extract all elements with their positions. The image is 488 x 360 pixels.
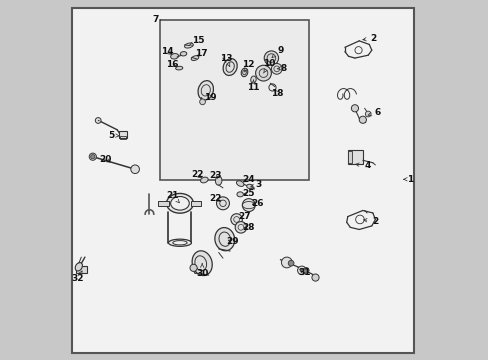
Ellipse shape — [192, 251, 212, 276]
Text: 26: 26 — [250, 199, 263, 208]
Ellipse shape — [241, 68, 247, 77]
Text: 30: 30 — [196, 264, 208, 278]
Text: 27: 27 — [238, 212, 250, 221]
Circle shape — [297, 266, 305, 275]
Ellipse shape — [250, 76, 256, 83]
Text: 19: 19 — [203, 93, 216, 102]
Circle shape — [95, 118, 101, 123]
Bar — [160, 21, 308, 180]
Circle shape — [365, 111, 370, 117]
Text: 18: 18 — [271, 89, 283, 98]
Circle shape — [271, 63, 282, 74]
Bar — [119, 131, 126, 138]
Text: 16: 16 — [165, 60, 178, 69]
Text: 28: 28 — [242, 223, 254, 232]
Text: 6: 6 — [367, 108, 380, 117]
Ellipse shape — [172, 240, 187, 245]
Text: 32: 32 — [71, 271, 84, 283]
Text: 7: 7 — [152, 15, 159, 24]
Text: 3: 3 — [250, 180, 261, 189]
Bar — [158, 201, 169, 206]
Circle shape — [255, 65, 271, 81]
Ellipse shape — [191, 56, 199, 60]
Circle shape — [303, 267, 308, 273]
Ellipse shape — [175, 66, 183, 70]
Text: 8: 8 — [277, 64, 286, 73]
Text: 14: 14 — [161, 47, 173, 56]
Ellipse shape — [215, 176, 222, 185]
Ellipse shape — [237, 192, 243, 197]
Circle shape — [311, 274, 319, 281]
Ellipse shape — [170, 54, 178, 59]
Circle shape — [230, 214, 242, 225]
Ellipse shape — [166, 193, 193, 213]
Text: 9: 9 — [271, 46, 283, 58]
Circle shape — [131, 165, 139, 174]
Text: 2: 2 — [362, 34, 376, 43]
Text: 29: 29 — [226, 237, 239, 246]
Ellipse shape — [198, 81, 213, 100]
Circle shape — [235, 222, 246, 233]
Text: 21: 21 — [165, 190, 179, 203]
Text: 15: 15 — [189, 36, 204, 45]
Text: 22: 22 — [190, 170, 203, 179]
Circle shape — [90, 154, 95, 159]
Ellipse shape — [180, 51, 186, 56]
Ellipse shape — [75, 262, 82, 271]
Ellipse shape — [236, 181, 244, 186]
Bar — [120, 136, 126, 139]
Bar — [190, 201, 201, 206]
Circle shape — [190, 264, 197, 271]
Text: 22: 22 — [209, 194, 222, 203]
Text: 13: 13 — [219, 54, 232, 66]
Text: 23: 23 — [208, 171, 221, 180]
Text: 2: 2 — [363, 217, 378, 226]
Text: 11: 11 — [247, 80, 259, 92]
Circle shape — [216, 197, 229, 210]
Ellipse shape — [246, 184, 253, 189]
Ellipse shape — [168, 239, 191, 246]
Bar — [347, 150, 362, 164]
Circle shape — [359, 116, 366, 123]
Circle shape — [351, 105, 358, 112]
Ellipse shape — [214, 228, 234, 251]
Circle shape — [242, 199, 255, 212]
Ellipse shape — [200, 177, 208, 183]
Bar — [347, 151, 351, 163]
Text: 24: 24 — [241, 175, 254, 184]
Bar — [76, 266, 86, 273]
Text: 17: 17 — [195, 49, 207, 58]
Text: 25: 25 — [242, 189, 254, 198]
Circle shape — [89, 153, 96, 160]
Text: 4: 4 — [355, 161, 371, 170]
Text: 5: 5 — [108, 131, 120, 140]
Circle shape — [264, 51, 278, 65]
Circle shape — [287, 260, 293, 266]
Ellipse shape — [170, 197, 189, 210]
Circle shape — [199, 99, 205, 105]
Circle shape — [281, 257, 292, 268]
Text: 10: 10 — [263, 59, 275, 73]
Ellipse shape — [184, 43, 193, 48]
Ellipse shape — [223, 59, 237, 76]
Text: 12: 12 — [242, 60, 254, 72]
Text: 31: 31 — [298, 268, 310, 277]
Text: 20: 20 — [99, 155, 111, 164]
Text: 1: 1 — [403, 175, 412, 184]
